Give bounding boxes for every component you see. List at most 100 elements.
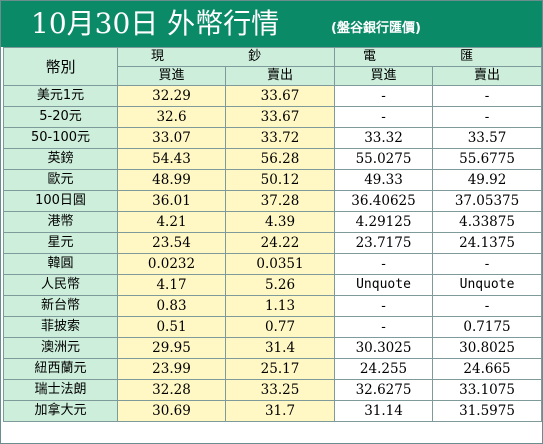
cash-buy-rate: 23.99: [117, 358, 226, 380]
table-row: 50-100元 33.07 33.72 33.32 33.57: [3, 127, 543, 149]
cash-sell-rate: 56.28: [224, 148, 336, 170]
cash-buy-rate: 32.29: [117, 85, 226, 107]
wire-sell-rate: -: [432, 253, 543, 275]
currency-name: 歐元: [3, 169, 118, 191]
cash-buy-rate: 23.54: [117, 232, 226, 254]
rate-rows: 美元1元 32.29 33.67- -5-20元 32.6 33.67- -50-100元 3…: [3, 85, 543, 422]
table-row: 新台幣 0.83 1.13- -: [3, 295, 543, 317]
table-row: 美元1元 32.29 33.67- -: [3, 85, 543, 107]
currency-column-header: 幣別: [3, 47, 118, 86]
wire-sell-rate: -: [432, 85, 543, 107]
wire-buy-rate: -: [334, 85, 434, 107]
cash-buy-rate: 54.43: [117, 148, 226, 170]
wire-buy-rate: 32.6275: [334, 379, 434, 401]
header-row-top: 幣別 現 鈔 電 匯: [3, 47, 543, 86]
cash-buy-rate: 4.17: [117, 274, 226, 296]
wire-sell-rate: 31.5975: [432, 400, 543, 422]
table-row: 紐西蘭元 23.99 25.17 24.255 24.665: [3, 358, 543, 380]
source-note: (盤谷銀行匯價): [331, 21, 421, 36]
cash-buy-rate: 48.99: [117, 169, 226, 191]
cash-buy-rate: 33.07: [117, 127, 226, 149]
cash-sell-rate: 37.28: [224, 190, 336, 212]
currency-name: 星元: [3, 232, 118, 254]
wire-buy-rate: 33.32: [334, 127, 434, 149]
exchange-rate-table: 幣別 現 鈔 電 匯 買進 賣出 買進 賣出 美元1元 32.29 33.67- -5…: [3, 47, 543, 422]
currency-name: 韓圓: [3, 253, 118, 275]
cash-sell-rate: 31.4: [224, 337, 336, 359]
cash-buy-rate: 0.83: [117, 295, 226, 317]
cash-sell-rate: 33.25: [224, 379, 336, 401]
currency-name: 加拿大元: [3, 400, 118, 422]
table-row: 英鎊 54.43 56.28 55.0275 55.6775: [3, 148, 543, 170]
cash-sell-rate: 33.67: [224, 85, 336, 107]
wire-sell-rate: 30.8025: [432, 337, 543, 359]
wire-sell-rate: 4.33875: [432, 211, 543, 233]
cash-buy-rate: 30.69: [117, 400, 226, 422]
currency-name: 5-20元: [3, 106, 118, 128]
wire-buy-rate: 36.40625: [334, 190, 434, 212]
table-row: 加拿大元 30.69 31.7 31.14 31.5975: [3, 400, 543, 422]
currency-name: 50-100元: [3, 127, 118, 149]
cash-buy-rate: 4.21: [117, 211, 226, 233]
wire-sell-rate: -: [432, 295, 543, 317]
wire-sell-rate: 37.05375: [432, 190, 543, 212]
wire-buy-rate: -: [334, 295, 434, 317]
cash-sell-rate: 31.7: [224, 400, 336, 422]
cash-buy-header: 買進: [117, 66, 226, 86]
wire-buy-rate: 55.0275: [334, 148, 434, 170]
wire-sell-rate: 33.1075: [432, 379, 543, 401]
cash-buy-rate: 36.01: [117, 190, 226, 212]
wire-sell-rate: -: [432, 106, 543, 128]
currency-name: 人民幣: [3, 274, 118, 296]
wire-sell-rate: Unquote: [432, 274, 543, 296]
currency-name: 新台幣: [3, 295, 118, 317]
table-row: 5-20元 32.6 33.67- -: [3, 106, 543, 128]
cash-buy-rate: 29.95: [117, 337, 226, 359]
table-row: 港幣 4.21 4.39 4.29125 4.33875: [3, 211, 543, 233]
currency-name: 港幣: [3, 211, 118, 233]
table-row: 歐元 48.99 50.12 49.33 49.92: [3, 169, 543, 191]
page-title: 10月30日 外幣行情: [31, 7, 280, 40]
cash-sell-rate: 5.26: [224, 274, 336, 296]
cash-buy-rate: 32.6: [117, 106, 226, 128]
wire-sell-header: 賣出: [432, 66, 543, 86]
wire-sell-rate: 0.7175: [432, 316, 543, 338]
cash-sell-rate: 4.39: [224, 211, 336, 233]
currency-name: 瑞士法朗: [3, 379, 118, 401]
wire-buy-rate: 49.33: [334, 169, 434, 191]
wire-buy-rate: Unquote: [334, 274, 434, 296]
cash-sell-rate: 33.67: [224, 106, 336, 128]
table-row: 100日圓 36.01 37.28 36.40625 37.05375: [3, 190, 543, 212]
currency-name: 100日圓: [3, 190, 118, 212]
table-row: 澳洲元 29.95 31.4 30.3025 30.8025: [3, 337, 543, 359]
wire-sell-rate: 33.57: [432, 127, 543, 149]
currency-name: 英鎊: [3, 148, 118, 170]
wire-buy-rate: -: [334, 106, 434, 128]
wire-sell-rate: 24.1375: [432, 232, 543, 254]
cash-sell-rate: 50.12: [224, 169, 336, 191]
wire-sell-rate: 24.665: [432, 358, 543, 380]
table-row: 韓圓 0.0232 0.0351- -: [3, 253, 543, 275]
table-row: 瑞士法朗 32.28 33.25 32.6275 33.1075: [3, 379, 543, 401]
header-row-sub: 買進 賣出 買進 賣出: [4, 66, 543, 86]
table-row: 菲披索 0.51 0.77-0.7175: [3, 316, 543, 338]
currency-name: 紐西蘭元: [3, 358, 118, 380]
cash-sell-rate: 0.77: [224, 316, 336, 338]
cash-sell-rate: 1.13: [224, 295, 336, 317]
wire-buy-rate: 4.29125: [334, 211, 434, 233]
cash-buy-rate: 0.0232: [117, 253, 226, 275]
cash-sell-rate: 0.0351: [224, 253, 336, 275]
currency-name: 美元1元: [3, 85, 118, 107]
wire-buy-rate: -: [334, 316, 434, 338]
wire-buy-rate: 24.255: [334, 358, 434, 380]
wire-buy-rate: 31.14: [334, 400, 434, 422]
cash-group-header: 現 鈔: [116, 47, 336, 67]
wire-buy-rate: -: [334, 253, 434, 275]
cash-sell-header: 賣出: [224, 66, 336, 86]
cash-sell-rate: 33.72: [224, 127, 336, 149]
table-row: 星元 23.54 24.22 23.7175 24.1375: [3, 232, 543, 254]
wire-sell-rate: 49.92: [432, 169, 543, 191]
cash-sell-rate: 24.22: [224, 232, 336, 254]
cash-sell-rate: 25.17: [224, 358, 336, 380]
